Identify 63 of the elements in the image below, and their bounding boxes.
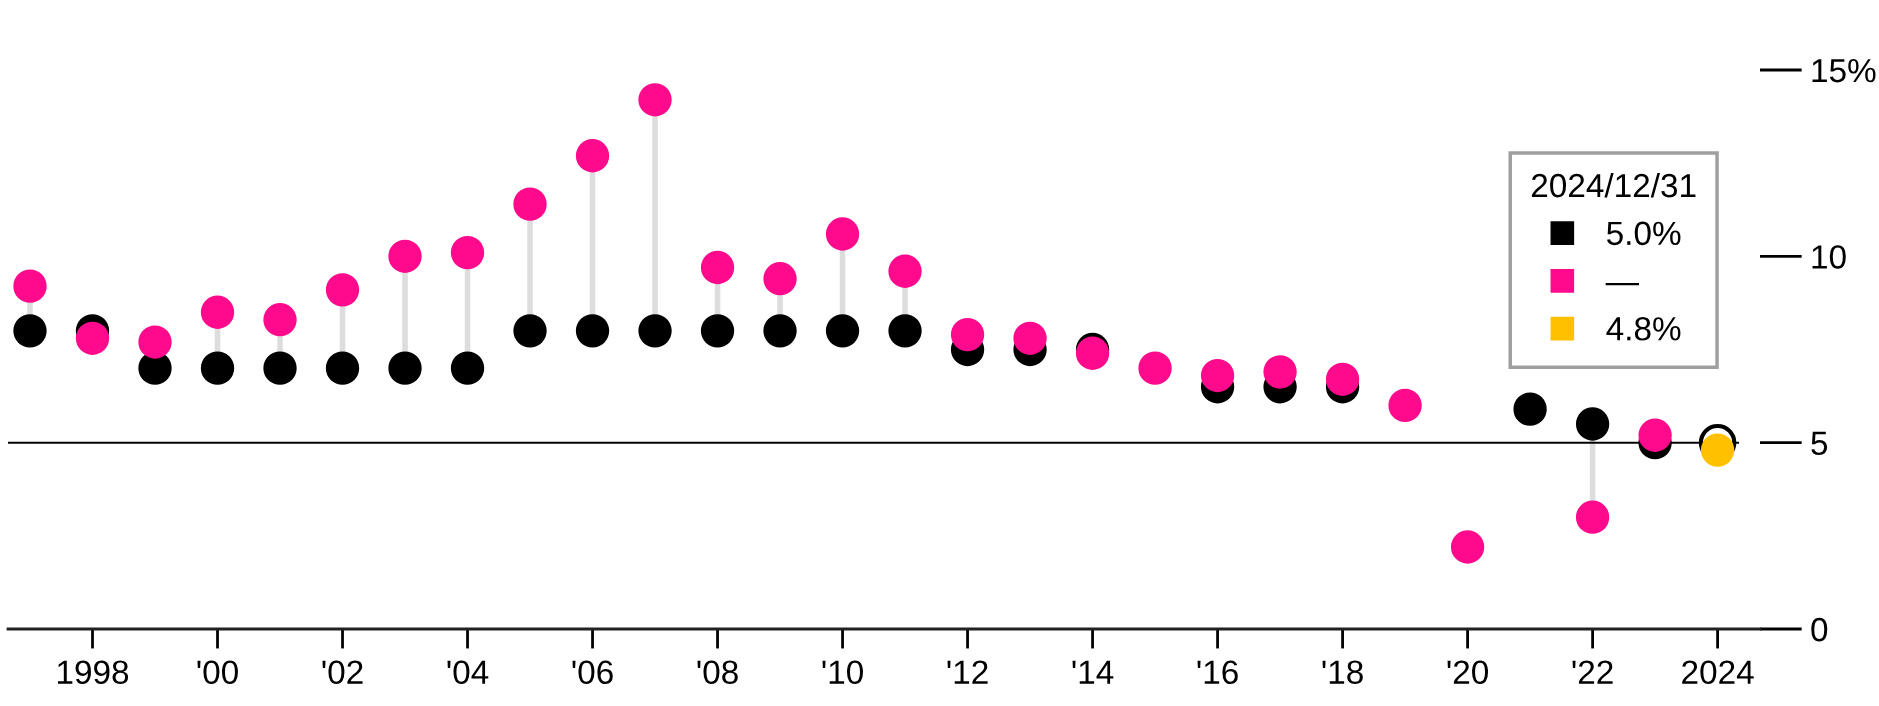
point: [513, 187, 547, 221]
point: [1325, 362, 1360, 396]
y-tick-label: 0: [1811, 617, 1828, 642]
y-tick-label: 5: [1811, 431, 1828, 456]
x-tick-label: '12: [947, 660, 988, 684]
point: [200, 351, 235, 385]
point: [325, 351, 360, 385]
point: [888, 314, 922, 348]
x-tick-label: 2024: [1682, 660, 1754, 685]
point: [1013, 321, 1047, 355]
point: [388, 239, 422, 273]
point: [700, 314, 735, 348]
x-tick-label: '02: [322, 660, 363, 685]
point: [1200, 358, 1235, 393]
x-tick-label: '16: [1197, 660, 1238, 685]
point: [825, 314, 860, 348]
point: [13, 269, 47, 303]
point: [638, 83, 672, 117]
x-tick-label: '22: [1572, 660, 1613, 684]
point: [763, 314, 797, 348]
x-tick-label: '14: [1072, 660, 1114, 684]
point: [388, 351, 422, 385]
point: [75, 321, 110, 355]
point: [1575, 407, 1610, 441]
y-tick-label: 10: [1812, 245, 1846, 269]
point: [888, 254, 922, 288]
point: [513, 314, 547, 348]
point: [825, 217, 860, 251]
point: [263, 303, 297, 337]
point: [1638, 418, 1672, 452]
x-tick-label: '20: [1447, 660, 1488, 685]
point: [700, 250, 735, 285]
point: [450, 235, 485, 270]
point: [1700, 433, 1735, 467]
point: [1513, 392, 1547, 426]
point: [1450, 530, 1485, 564]
x-tick-label: '04: [447, 660, 489, 685]
x-tick-label: '08: [697, 660, 738, 685]
point: [325, 273, 360, 307]
y-tick-label: 15%: [1812, 58, 1876, 83]
point: [638, 314, 672, 348]
legend-label: 5.0%: [1606, 221, 1681, 246]
point: [263, 351, 297, 385]
point: [200, 295, 235, 329]
point: [950, 317, 985, 352]
legend-label: 4.8%: [1606, 317, 1681, 341]
x-tick-label: 1998: [57, 660, 129, 685]
point: [450, 351, 485, 385]
point: [138, 325, 172, 359]
x-tick-label: '18: [1322, 660, 1363, 685]
point: [1388, 388, 1422, 423]
point: [763, 262, 797, 296]
x-tick-label: '10: [822, 660, 863, 685]
point: [13, 314, 47, 348]
point: [575, 314, 610, 348]
point: [1138, 351, 1172, 385]
legend-title: 2024/12/31: [1531, 172, 1696, 198]
x-tick-label: '06: [572, 660, 613, 685]
x-tick-label: '00: [197, 660, 238, 685]
point: [1575, 500, 1610, 534]
legend-label: —: [1605, 282, 1639, 286]
point: [1263, 355, 1297, 389]
point: [575, 139, 610, 173]
